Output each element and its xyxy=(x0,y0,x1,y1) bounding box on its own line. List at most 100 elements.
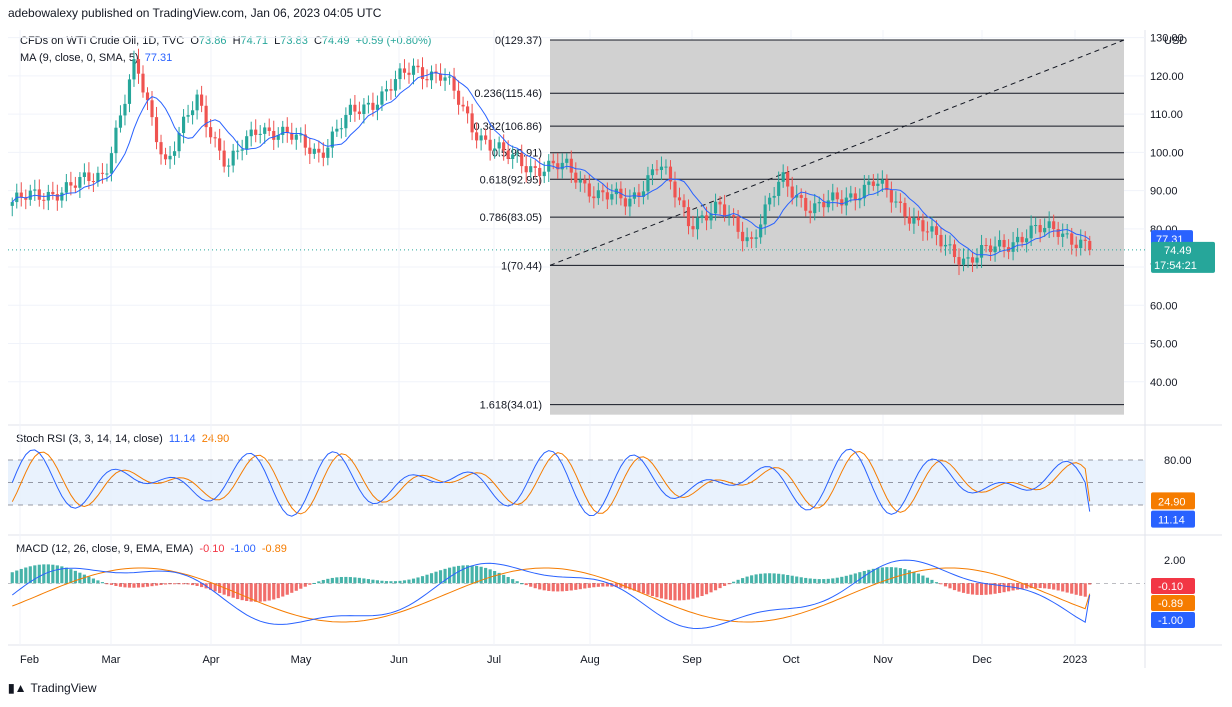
candle-body xyxy=(988,245,993,253)
macd-hist-bar xyxy=(686,583,691,600)
candle-body xyxy=(745,237,749,242)
macd-hist-bar xyxy=(722,583,727,586)
candle-body xyxy=(587,183,591,197)
macd-hist-bar xyxy=(470,565,474,584)
macd-hist-bar xyxy=(488,569,492,584)
macd-hist-bar xyxy=(218,583,222,594)
macd-hist-bar xyxy=(502,574,506,584)
stoch-d-line xyxy=(11,450,1091,515)
candle-body xyxy=(371,102,375,110)
tradingview-logo-icon[interactable]: ▮▲ xyxy=(8,681,27,695)
macd-hist-bar xyxy=(817,579,821,584)
macd-hist-bar xyxy=(691,583,695,599)
macd-hist-bar xyxy=(948,583,952,589)
candle-body xyxy=(475,132,479,141)
tradingview-brand[interactable]: TradingView xyxy=(30,681,97,695)
macd-hist-bar xyxy=(10,572,14,584)
macd-hist-bar xyxy=(912,571,916,584)
candle-body xyxy=(515,153,519,155)
ma-label[interactable]: MA (9, close, 0, SMA, 5) xyxy=(20,52,139,64)
macd-hist-bar xyxy=(741,578,745,584)
macd-hist-bar xyxy=(163,583,168,585)
macd-hist-tag-text: -0.10 xyxy=(1158,581,1183,593)
macd-hist-bar xyxy=(222,583,226,595)
macd-hist-bar xyxy=(200,583,204,588)
candle-body xyxy=(136,59,141,74)
candle-body xyxy=(930,226,934,232)
macd-hist-bar xyxy=(970,583,975,595)
macd-hist-bar xyxy=(862,570,866,584)
macd-hist-bar xyxy=(19,568,23,584)
macd-hist-bar xyxy=(583,583,587,589)
candle-body xyxy=(290,132,294,140)
macd-hist-bar xyxy=(213,583,217,592)
candle-body xyxy=(722,204,727,216)
candle-body xyxy=(272,130,276,140)
price-tick-label: 120.00 xyxy=(1150,71,1184,83)
macd-hist-bar xyxy=(339,577,343,584)
macd-hist-bar xyxy=(118,583,123,587)
candle-body xyxy=(569,158,573,173)
macd-hist-bar xyxy=(407,579,411,584)
macd-hist-bar xyxy=(799,577,803,584)
macd-line-value: -1.00 xyxy=(230,543,256,555)
macd-hist-bar xyxy=(975,583,979,595)
candle-body xyxy=(303,134,307,148)
fib-level-label: 0.618(92.95) xyxy=(480,174,542,186)
candle-body xyxy=(907,216,911,224)
macd-label[interactable]: MACD (12, 26, close, 9, EMA, EMA) xyxy=(16,543,194,555)
macd-hist-bar xyxy=(637,583,641,592)
candle-body xyxy=(258,133,262,135)
candle-body xyxy=(64,182,68,193)
fibonacci-retracement[interactable]: 0(129.37)0.236(115.46)0.382(106.86)0.5(9… xyxy=(474,35,1125,415)
macd-hist-bar xyxy=(78,572,82,584)
macd-hist-bar xyxy=(1052,583,1056,590)
macd-hist-bar xyxy=(181,583,186,585)
candle-body xyxy=(249,129,253,137)
candle-body xyxy=(172,151,177,156)
candle-body xyxy=(488,139,492,151)
macd-hist-bar xyxy=(443,568,447,584)
candle-body xyxy=(623,198,627,207)
candle-body xyxy=(831,192,835,201)
candle-body xyxy=(263,127,267,134)
macd-hist-bar xyxy=(533,583,537,589)
macd-hist-bar xyxy=(632,583,636,591)
countdown-tag-text: 17:54:21 xyxy=(1154,260,1197,272)
macd-hist-bar xyxy=(831,578,835,584)
macd-hist-bar xyxy=(677,583,682,601)
candle-body xyxy=(867,181,871,185)
candle-body xyxy=(123,103,127,116)
last-price-tag-text: 74.49 xyxy=(1164,245,1192,257)
price-tick-label: 90.00 xyxy=(1150,186,1178,198)
stoch-legend: Stoch RSI (3, 3, 14, 14, close) 11.14 24… xyxy=(16,433,229,445)
candle-body xyxy=(750,237,754,239)
candle-body xyxy=(145,92,150,101)
candle-body xyxy=(24,197,28,200)
candle-body xyxy=(686,207,691,227)
candle-body xyxy=(37,189,41,200)
stoch-label[interactable]: Stoch RSI (3, 3, 14, 14, close) xyxy=(16,433,163,445)
price-tick-label: 50.00 xyxy=(1150,339,1178,351)
macd-hist-bar xyxy=(285,583,289,595)
candle-body xyxy=(308,147,312,154)
macd-hist-bar xyxy=(452,566,456,584)
macd-hist-bar xyxy=(939,583,943,585)
candle-body xyxy=(335,128,339,132)
candle-body xyxy=(637,192,641,197)
candle-body xyxy=(957,257,961,265)
macd-hist-bar xyxy=(1025,583,1029,589)
candle-body xyxy=(186,115,190,117)
candle-body xyxy=(1056,229,1060,237)
macd-hist-bar xyxy=(457,565,461,584)
candle-body xyxy=(1079,239,1083,249)
macd-hist-bar xyxy=(795,576,799,584)
macd-hist-bar xyxy=(727,583,731,585)
candle-body xyxy=(718,201,722,205)
macd-hist-bar xyxy=(447,567,452,584)
macd-hist-bar xyxy=(578,583,582,590)
candle-body xyxy=(529,166,533,173)
macd-hist-bar xyxy=(209,583,213,590)
macd-hist-bar xyxy=(258,583,262,602)
